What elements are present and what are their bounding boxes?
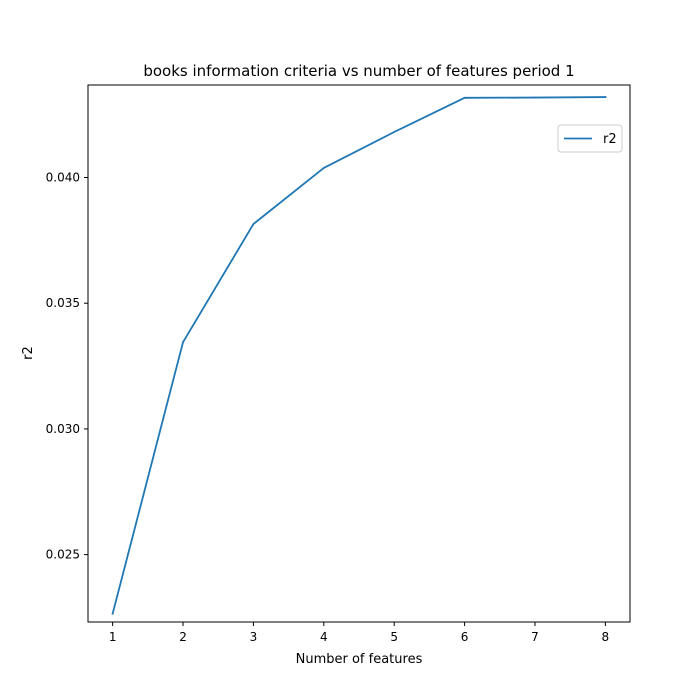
data-point bbox=[111, 612, 114, 615]
x-tick-label: 4 bbox=[320, 630, 328, 644]
series-line-r2 bbox=[111, 96, 607, 615]
x-axis-ticks: 1 2 3 4 5 6 7 8 bbox=[109, 622, 609, 644]
x-tick-label: 5 bbox=[390, 630, 398, 644]
series-points-r2 bbox=[111, 96, 607, 615]
chart-title: books information criteria vs number of … bbox=[143, 62, 574, 80]
data-point bbox=[252, 223, 255, 225]
x-tick-label: 1 bbox=[109, 630, 117, 644]
legend: r2 bbox=[557, 124, 623, 153]
y-axis-ticks: 0.025 0.030 0.035 0.040 bbox=[46, 171, 88, 562]
data-point bbox=[534, 96, 536, 99]
x-tick-label: 6 bbox=[461, 630, 469, 644]
plot-area-frame bbox=[87, 84, 631, 623]
legend-label-r2: r2 bbox=[603, 132, 617, 147]
y-tick-label: 0.025 bbox=[46, 548, 80, 562]
y-axis-label: r2 bbox=[21, 346, 36, 360]
x-tick-label: 3 bbox=[250, 630, 258, 644]
y-tick-label: 0.030 bbox=[46, 422, 80, 436]
x-tick-label: 8 bbox=[602, 630, 610, 644]
data-point bbox=[463, 96, 466, 99]
data-point bbox=[393, 131, 396, 133]
y-tick-label: 0.035 bbox=[46, 296, 80, 310]
x-tick-label: 2 bbox=[179, 630, 187, 644]
data-point bbox=[604, 96, 607, 98]
data-point bbox=[182, 341, 184, 344]
data-point bbox=[322, 167, 325, 169]
x-tick-label: 7 bbox=[531, 630, 539, 644]
x-axis-label: Number of features bbox=[296, 652, 423, 667]
y-tick-label: 0.040 bbox=[46, 171, 80, 185]
